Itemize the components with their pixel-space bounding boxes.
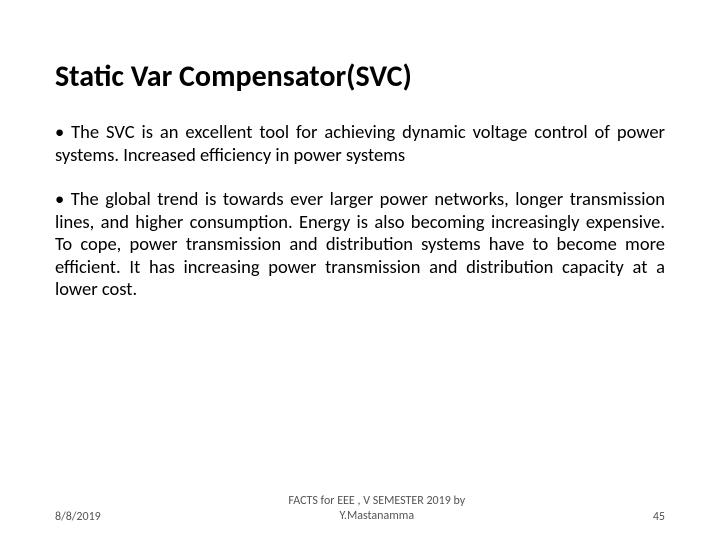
footer-page-number: 45 — [653, 510, 665, 524]
paragraph-1: • The SVC is an excellent tool for achie… — [55, 121, 665, 166]
paragraph-2: • The global trend is towards ever large… — [55, 188, 665, 301]
slide: Static Var Compensator(SVC) • The SVC is… — [0, 0, 720, 540]
footer-center-line2: Y.Mastanamma — [101, 509, 653, 524]
footer-date: 8/8/2019 — [55, 510, 101, 524]
slide-footer: 8/8/2019 FACTS for EEE , V SEMESTER 2019… — [55, 494, 665, 524]
slide-title: Static Var Compensator(SVC) — [55, 60, 665, 93]
footer-center-line1: FACTS for EEE , V SEMESTER 2019 by — [101, 494, 653, 509]
footer-center: FACTS for EEE , V SEMESTER 2019 by Y.Mas… — [101, 494, 653, 524]
